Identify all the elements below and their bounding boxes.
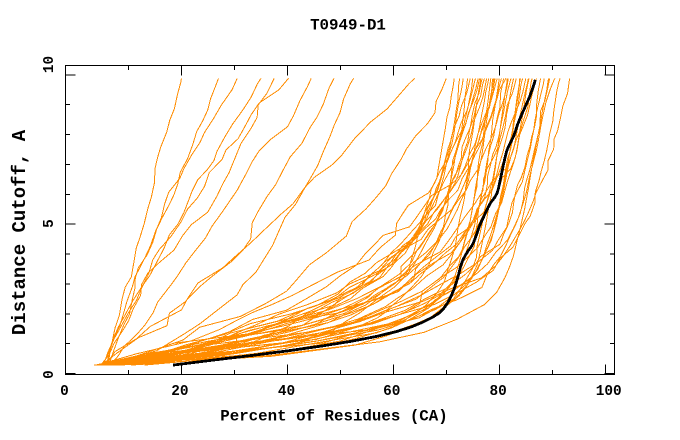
model-curve: [107, 78, 507, 366]
model-curve: [95, 78, 509, 366]
model-curve: [94, 78, 556, 366]
y-tick-label: 0: [42, 370, 58, 379]
model-curve: [96, 78, 481, 366]
y-tick-label: 5: [42, 219, 58, 228]
model-curve: [100, 78, 335, 366]
model-curve: [107, 78, 182, 366]
model-curves-layer: [93, 78, 571, 367]
model-curve: [100, 78, 490, 366]
model-curve: [114, 78, 482, 366]
model-curve: [106, 78, 517, 366]
model-curve: [98, 78, 485, 366]
model-curve: [95, 78, 471, 366]
best-model-curve: [172, 79, 537, 367]
x-tick-label: 20: [171, 384, 188, 400]
model-curve: [131, 78, 551, 366]
model-curve: [94, 78, 545, 366]
model-curve: [102, 78, 262, 366]
model-curve: [110, 78, 312, 366]
model-curve: [95, 78, 533, 366]
x-tick-label: 40: [278, 384, 295, 400]
model-curve: [105, 78, 219, 366]
chart-title: T0949-D1: [310, 17, 386, 35]
tick-labels-layer: 0 20 40 60 80 100 0 5 10: [42, 56, 622, 400]
model-curve: [100, 78, 275, 366]
model-curve: [105, 78, 415, 366]
model-curve: [101, 78, 530, 366]
model-curve: [101, 78, 537, 366]
model-curve: [103, 78, 289, 366]
x-tick-label: 80: [490, 384, 507, 400]
x-tick-label: 100: [596, 384, 622, 400]
axes-layer: [65, 65, 615, 375]
model-curve: [106, 78, 355, 366]
model-curve: [102, 78, 502, 366]
model-curve: [101, 78, 561, 366]
x-axis-label: Percent of Residues (CA): [220, 408, 448, 426]
model-curve: [101, 78, 498, 366]
model-curve: [99, 78, 488, 366]
model-curve: [100, 78, 571, 366]
y-axis-label: Distance Cutoff, A: [9, 129, 31, 335]
model-curve: [97, 78, 476, 366]
model-curve: [96, 78, 483, 366]
model-curve: [108, 78, 238, 366]
model-curve: [114, 78, 521, 366]
model-curve: [111, 78, 447, 366]
x-tick-label: 60: [383, 384, 400, 400]
model-curve: [100, 78, 542, 366]
x-tick-label: 0: [60, 384, 69, 400]
y-tick-label: 10: [42, 56, 58, 73]
